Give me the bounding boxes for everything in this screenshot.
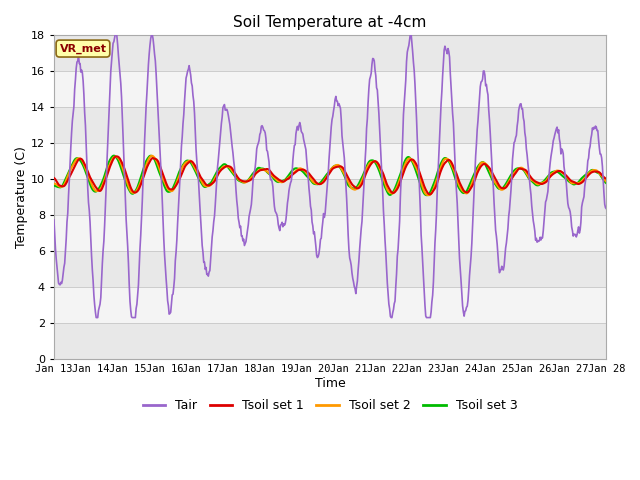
Tair: [50, 217, 58, 223]
Line: Tsoil set 1: Tsoil set 1: [54, 156, 606, 194]
Tsoil set 3: [602, 180, 610, 186]
Tsoil set 1: [426, 192, 433, 197]
Tair: [118, 113, 126, 119]
Bar: [54, 323, 606, 359]
Bar: [54, 36, 606, 72]
Bar: [54, 287, 606, 323]
Line: Tsoil set 2: Tsoil set 2: [54, 156, 606, 195]
Line: Tsoil set 3: Tsoil set 3: [54, 156, 606, 195]
Tair: [92, 315, 100, 321]
Tsoil set 3: [50, 183, 58, 189]
Tsoil set 2: [60, 182, 68, 188]
Tsoil set 3: [174, 173, 182, 179]
Tair: [175, 206, 182, 212]
Line: Tair: Tair: [54, 29, 606, 318]
Tsoil set 1: [50, 175, 58, 181]
Tair: [60, 264, 68, 270]
Bar: [54, 215, 606, 251]
Tsoil set 3: [118, 167, 125, 172]
Tsoil set 1: [60, 183, 68, 189]
Tsoil set 1: [118, 159, 125, 165]
Tsoil set 1: [174, 180, 182, 186]
Bar: [54, 107, 606, 143]
Text: VR_met: VR_met: [60, 43, 106, 54]
Tsoil set 2: [203, 183, 211, 189]
Tsoil set 3: [203, 183, 211, 189]
Tsoil set 2: [174, 177, 182, 183]
Tsoil set 2: [148, 153, 156, 159]
Tsoil set 1: [113, 154, 121, 159]
Tsoil set 2: [414, 169, 422, 175]
Bar: [54, 179, 606, 215]
Bar: [54, 251, 606, 287]
Y-axis label: Temperature (C): Temperature (C): [15, 146, 28, 248]
Legend: Tair, Tsoil set 1, Tsoil set 2, Tsoil set 3: Tair, Tsoil set 1, Tsoil set 2, Tsoil se…: [138, 395, 522, 418]
Tsoil set 1: [414, 165, 422, 171]
Tsoil set 3: [398, 167, 406, 172]
Tsoil set 3: [60, 180, 68, 186]
Tsoil set 1: [398, 175, 406, 180]
Tair: [399, 135, 406, 141]
Tsoil set 2: [602, 179, 610, 184]
Tsoil set 2: [50, 180, 58, 186]
Tsoil set 1: [602, 176, 610, 181]
Tsoil set 2: [398, 170, 406, 176]
Tsoil set 1: [203, 182, 211, 188]
Tsoil set 3: [110, 153, 118, 158]
X-axis label: Time: Time: [315, 377, 346, 390]
Tsoil set 2: [425, 192, 433, 198]
Tsoil set 3: [422, 192, 430, 198]
Tsoil set 3: [414, 175, 422, 180]
Bar: [54, 72, 606, 107]
Title: Soil Temperature at -4cm: Soil Temperature at -4cm: [234, 15, 427, 30]
Tair: [602, 206, 610, 212]
Tair: [204, 271, 211, 277]
Tair: [112, 26, 120, 32]
Tsoil set 2: [117, 160, 125, 166]
Bar: [54, 143, 606, 179]
Tair: [415, 168, 422, 174]
